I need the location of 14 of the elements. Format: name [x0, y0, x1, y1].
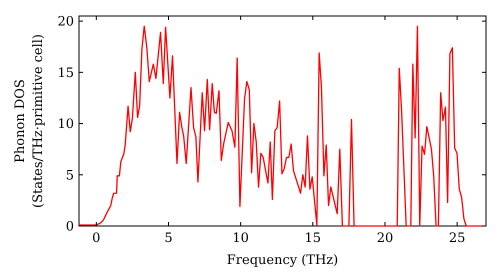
x-tick-label: 5 — [164, 231, 173, 246]
x-tick-label: 20 — [376, 231, 394, 246]
y-axis-title: Phonon DOS (States/THz·primitive cell) — [13, 34, 46, 208]
x-tick-label: 10 — [232, 231, 249, 246]
line-series — [79, 26, 484, 227]
y-tick-label: 0 — [66, 220, 74, 235]
x-axis-title: Frequency (THz) — [226, 253, 338, 268]
x-tick-label: 15 — [304, 231, 322, 246]
y-tick-label: 15 — [57, 66, 74, 81]
y-tick-label: 20 — [57, 14, 74, 30]
x-tick-label: 0 — [92, 231, 100, 246]
y-tick-label: 5 — [66, 168, 74, 184]
x-tick-label: 25 — [448, 231, 466, 246]
y-tick-label: 10 — [57, 117, 74, 132]
